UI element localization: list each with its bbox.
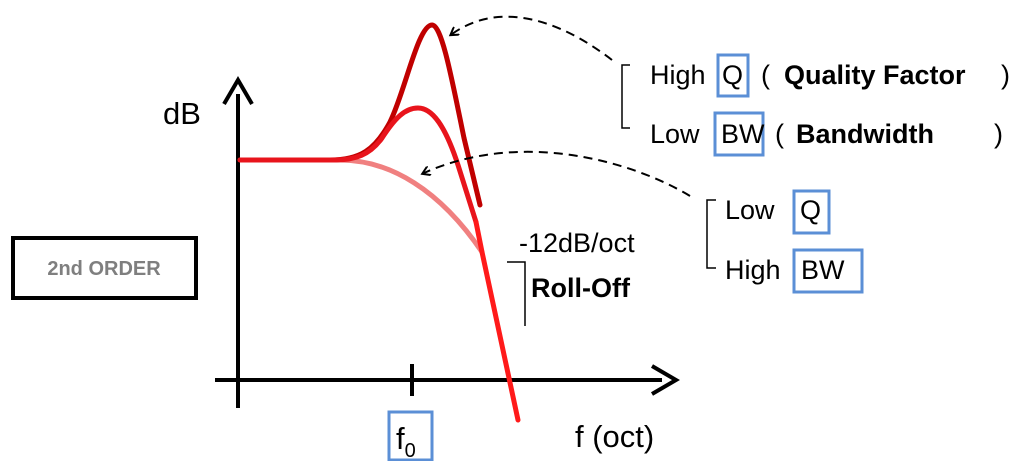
high-q-paren-close: )	[1001, 60, 1010, 90]
f0-subscript: 0	[405, 440, 416, 461]
low-q-line1-prefix: Low	[725, 195, 775, 225]
roll-off-line	[473, 219, 521, 423]
slope-value: -12dB/oct	[519, 228, 635, 258]
high-q-quality-factor: Quality Factor	[784, 60, 966, 90]
high-q-paren-open: (	[761, 60, 770, 90]
f0-marker: f0	[387, 410, 434, 461]
high-q-curve	[237, 22, 483, 208]
y-axis-arrowhead	[222, 76, 254, 106]
response-curves	[237, 22, 521, 423]
y-axis-label: dB	[163, 96, 201, 131]
high-q-bracket	[621, 64, 630, 129]
order-box: 2nd ORDER	[11, 236, 198, 300]
slope-bracket	[507, 261, 526, 326]
low-q-bw-label: BW	[801, 255, 845, 285]
high-q-q-box	[716, 53, 750, 98]
x-axis-label: f (oct)	[575, 419, 654, 454]
order-box-frame	[11, 236, 198, 300]
slope-name: Roll-Off	[531, 273, 631, 303]
low-q-q-label: Q	[800, 195, 821, 225]
low-q-bw-box	[792, 248, 864, 294]
high-q-pointer-arrow	[452, 15, 613, 61]
high-q-bandwidth: Bandwidth	[796, 119, 934, 149]
order-box-label: 2nd ORDER	[47, 258, 161, 280]
high-q-paren-open-2: (	[775, 119, 784, 149]
high-q-q-label: Q	[722, 60, 743, 90]
high-q-line1-prefix: High	[650, 60, 706, 90]
low-q-note: Low Q High BW	[706, 189, 864, 294]
low-q-q-box	[792, 189, 831, 235]
high-q-bw-box	[713, 111, 765, 157]
high-q-line2-prefix: Low	[650, 119, 700, 149]
low-q-line2-prefix: High	[725, 255, 781, 285]
high-q-note: High Q ( Quality Factor ) Low BW ( Bandw…	[621, 53, 1010, 157]
low-q-pointer-arrow	[424, 150, 691, 197]
low-q-curve	[237, 157, 485, 255]
mid-q-curve	[237, 105, 479, 225]
f0-label: f0	[396, 421, 416, 461]
axes	[215, 76, 680, 408]
pointer-arrows	[424, 15, 691, 197]
f0-highlight-box	[387, 410, 434, 461]
high-q-bw-label: BW	[721, 119, 765, 149]
x-axis-arrowhead	[650, 364, 680, 396]
slope-annotation: -12dB/oct Roll-Off	[507, 228, 635, 326]
low-q-bracket	[706, 199, 716, 269]
f0-main: f	[396, 421, 405, 456]
high-q-paren-close-2: )	[994, 119, 1003, 149]
